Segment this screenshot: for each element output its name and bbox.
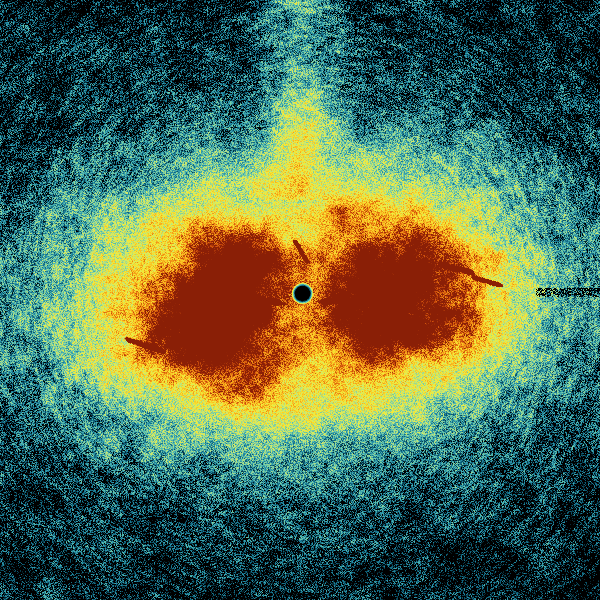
astronomical-map-canvas: [0, 0, 600, 600]
image-viewport: Galaxy X-ray / Radio Intensity Map: [0, 0, 600, 600]
